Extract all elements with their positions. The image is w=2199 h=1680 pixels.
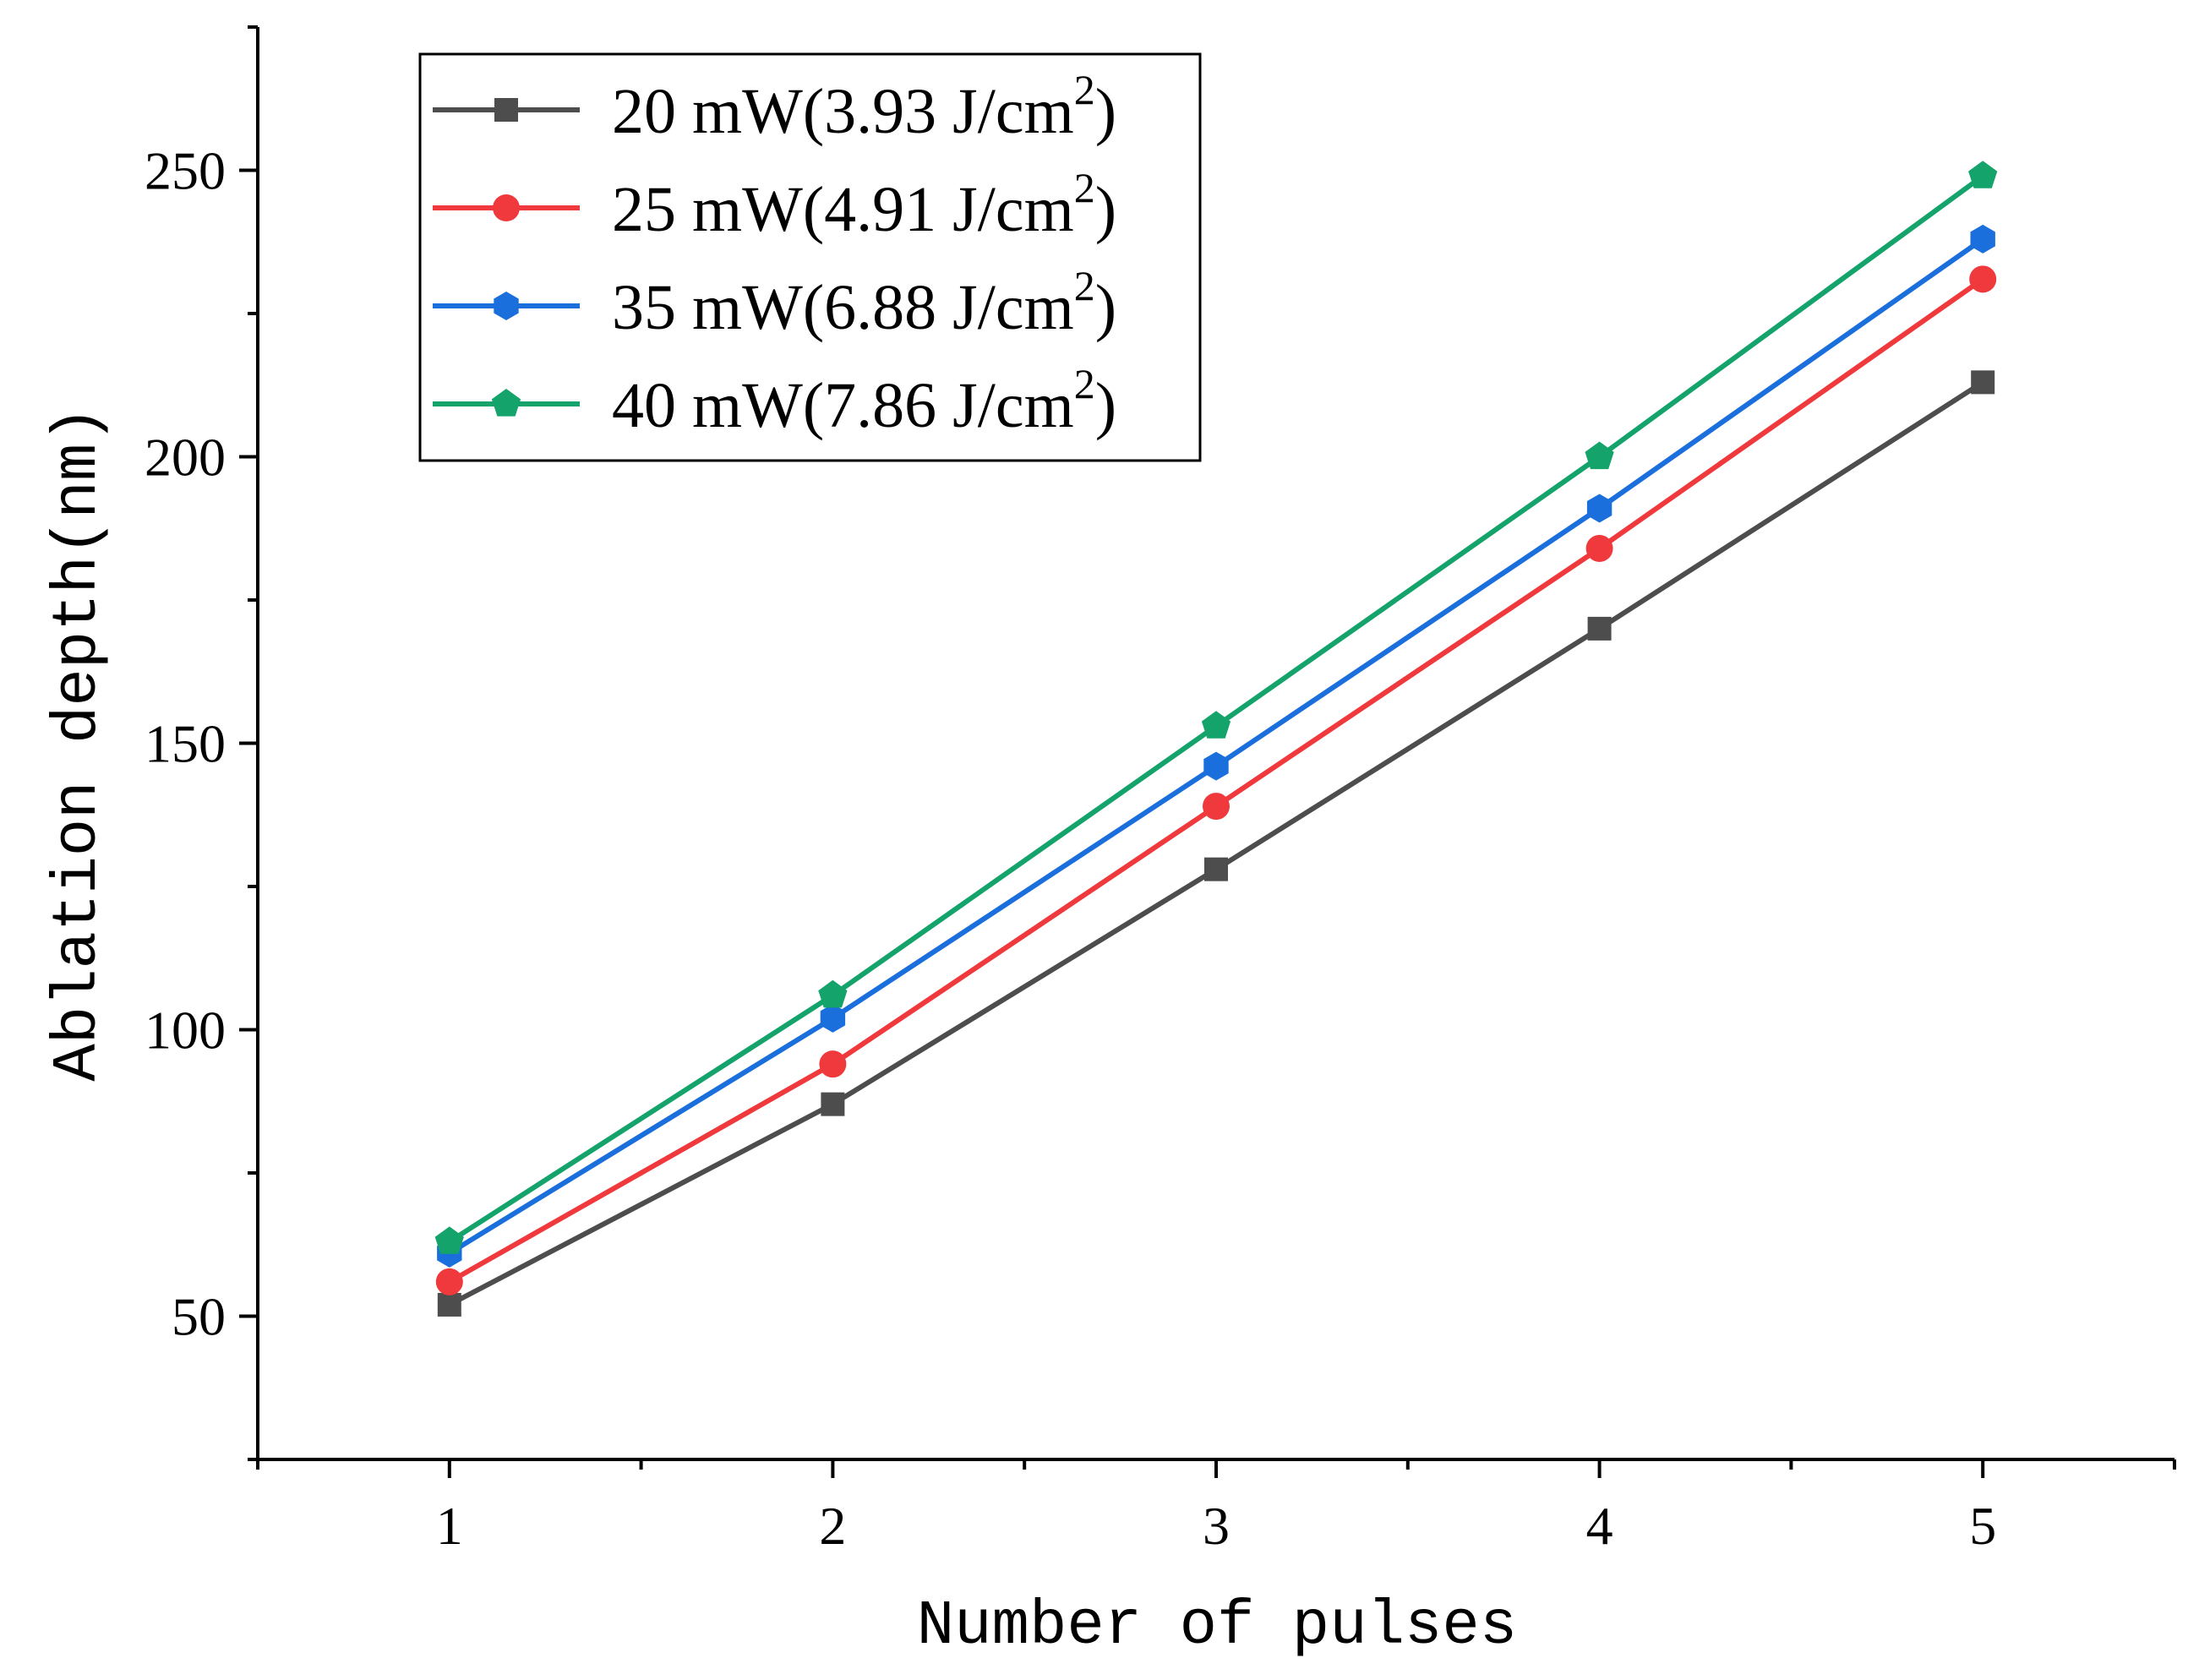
legend-label-superscript: 2 — [1074, 360, 1095, 407]
legend-entry: 20 mW(3.93 J/cm2) — [433, 66, 1116, 147]
legend-label: 25 mW(4.91 J/cm2) — [612, 164, 1116, 245]
data-point — [821, 1092, 845, 1116]
legend: 20 mW(3.93 J/cm2)25 mW(4.91 J/cm2)35 mW(… — [418, 52, 1202, 462]
legend-label-close: ) — [1095, 272, 1116, 343]
legend-label-close: ) — [1095, 370, 1116, 441]
x-tick-label: 4 — [1586, 1496, 1613, 1556]
data-point — [818, 979, 848, 1008]
legend-label-superscript: 2 — [1074, 66, 1095, 113]
y-axis-title: Ablation depth(nm) — [43, 406, 114, 1081]
data-point — [1586, 494, 1612, 523]
legend-box — [418, 52, 1202, 462]
data-point — [819, 1050, 847, 1078]
series-4 — [434, 161, 1998, 1254]
legend-label-main: 35 mW(6.88 J/cm — [612, 272, 1074, 343]
data-point — [1203, 793, 1230, 821]
data-point — [435, 1268, 463, 1295]
data-point — [1968, 161, 1998, 188]
data-point — [820, 1003, 846, 1033]
data-point — [434, 1226, 464, 1254]
y-tick-label: 250 — [145, 141, 226, 201]
data-point — [1970, 224, 1995, 254]
legend-label-close: ) — [1095, 76, 1116, 147]
y-tick-label: 150 — [145, 714, 226, 774]
legend-label: 20 mW(3.93 J/cm2) — [612, 66, 1116, 147]
legend-marker — [494, 292, 519, 320]
data-point — [1201, 711, 1231, 739]
legend-entry: 35 mW(6.88 J/cm2) — [433, 262, 1116, 343]
data-point — [1203, 751, 1229, 781]
legend-marker — [491, 389, 521, 417]
legend-marker — [493, 194, 520, 221]
x-tick-label: 5 — [1969, 1496, 1996, 1556]
data-point — [1585, 534, 1613, 562]
data-point — [1204, 857, 1228, 881]
series-layer — [434, 161, 1998, 1317]
y-tick-label: 200 — [145, 428, 226, 488]
legend-marker — [494, 98, 518, 122]
x-tick-label: 3 — [1203, 1496, 1230, 1556]
y-tick-label: 100 — [145, 1001, 226, 1061]
data-point — [1585, 441, 1614, 470]
legend-label: 35 mW(6.88 J/cm2) — [612, 262, 1116, 343]
y-tick-label: 50 — [172, 1287, 226, 1347]
legend-label: 40 mW(7.86 J/cm2) — [612, 360, 1116, 441]
y-ticks: 50 100 150 200 250 — [145, 25, 258, 1461]
legend-entry: 40 mW(7.86 J/cm2) — [433, 360, 1116, 441]
legend-label-close: ) — [1095, 174, 1116, 245]
legend-label-superscript: 2 — [1074, 164, 1095, 211]
legend-label-main: 20 mW(3.93 J/cm — [612, 76, 1074, 147]
legend-label-main: 25 mW(4.91 J/cm — [612, 174, 1074, 245]
legend-entry: 25 mW(4.91 J/cm2) — [433, 164, 1116, 245]
x-tick-label: 1 — [436, 1496, 463, 1556]
series-2 — [435, 265, 1997, 1295]
data-point — [1969, 265, 1997, 293]
legend-label-main: 40 mW(7.86 J/cm — [612, 370, 1074, 441]
data-point — [1587, 616, 1612, 641]
series-1 — [437, 370, 1995, 1317]
x-axis-title: Number of pulses — [917, 1591, 1518, 1662]
data-point — [437, 1292, 461, 1317]
series-line — [448, 379, 1984, 1307]
x-ticks: 1 2 3 4 5 — [256, 1459, 2176, 1556]
x-tick-label: 2 — [819, 1496, 846, 1556]
legend-label-superscript: 2 — [1074, 262, 1095, 309]
data-point — [1971, 370, 1995, 395]
